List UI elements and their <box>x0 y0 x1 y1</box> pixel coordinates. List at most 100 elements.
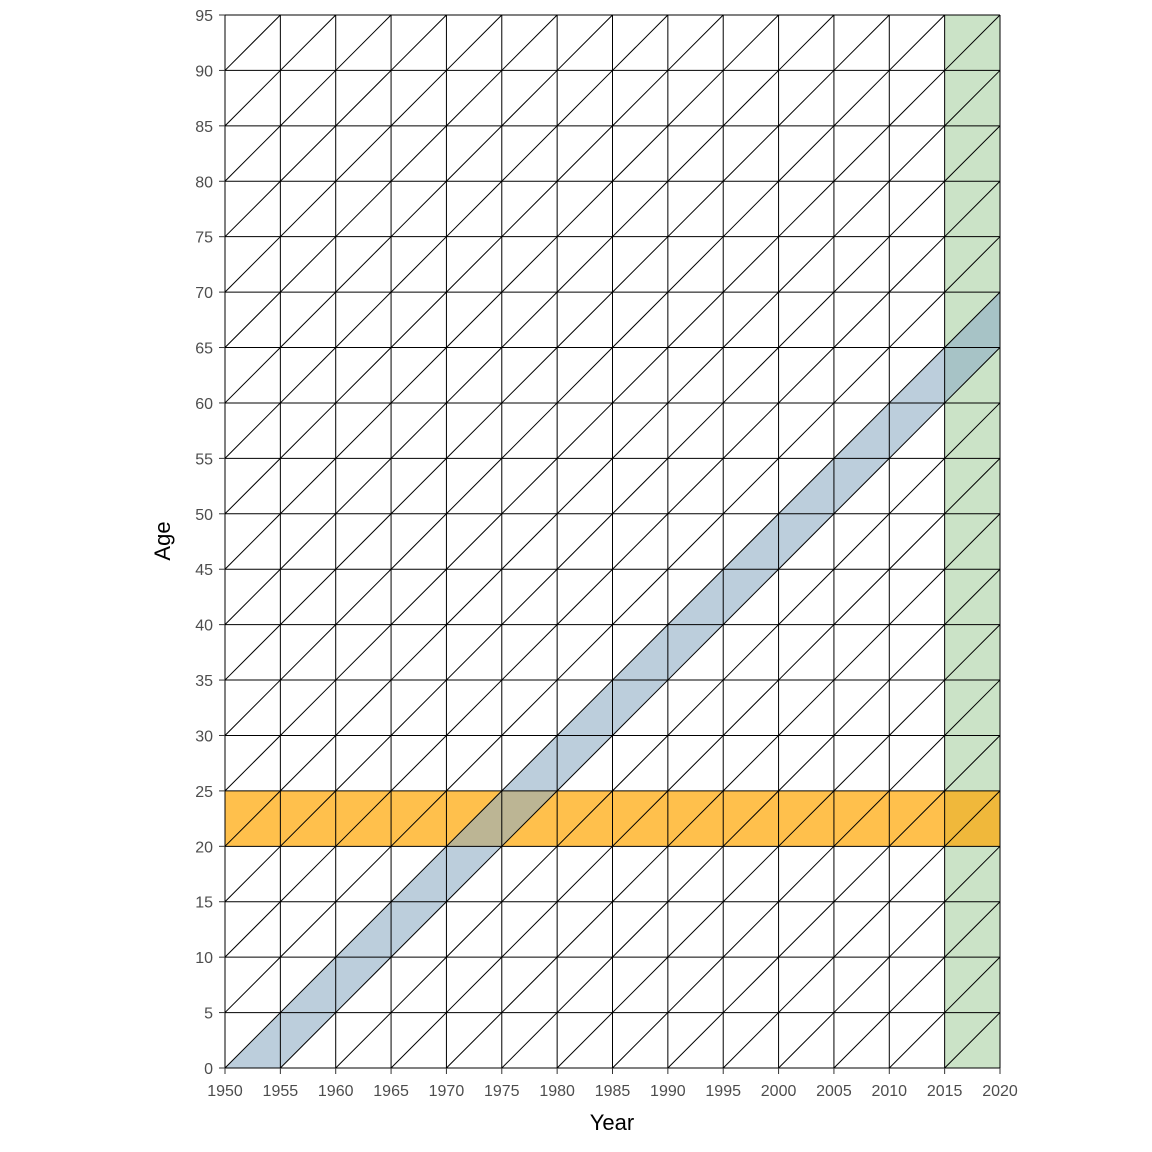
grid-diagonal-line <box>501 513 558 570</box>
grid-diagonal-line <box>280 402 337 459</box>
grid-diagonal-line <box>833 180 890 238</box>
grid-diagonal-line <box>335 70 392 127</box>
grid-diagonal-line <box>446 458 503 515</box>
grid-diagonal-line <box>888 568 945 625</box>
grid-diagonal-line <box>833 70 890 127</box>
y-tick-label: 65 <box>195 341 213 358</box>
grid-diagonal-line <box>224 790 281 847</box>
grid-diagonal-line <box>667 679 724 736</box>
grid-diagonal-line <box>390 125 447 182</box>
grid-diagonal-line <box>501 291 558 348</box>
grid-diagonal-line <box>556 236 613 293</box>
grid-diagonal-line <box>501 70 558 127</box>
y-tick-label: 5 <box>204 1006 213 1023</box>
grid-layer <box>224 14 1001 1069</box>
grid-diagonal-line <box>224 458 281 515</box>
grid-diagonal-line <box>501 956 558 1013</box>
grid-diagonal-line <box>556 14 613 71</box>
grid-diagonal-line <box>944 347 1001 404</box>
grid-diagonal-line <box>833 291 890 348</box>
grid-diagonal-line <box>667 790 724 847</box>
grid-diagonal-line <box>556 70 613 127</box>
grid-diagonal-line <box>612 790 669 847</box>
grid-diagonal-line <box>390 956 447 1013</box>
grid-diagonal-line <box>944 125 1001 182</box>
x-tick-label: 2000 <box>761 1083 797 1100</box>
grid-diagonal-line <box>224 125 281 182</box>
grid-diagonal-line <box>778 458 835 515</box>
grid-diagonal-line <box>335 956 392 1013</box>
grid-diagonal-line <box>833 735 890 792</box>
grid-diagonal-line <box>778 236 835 293</box>
grid-diagonal-line <box>556 1012 613 1069</box>
grid-diagonal-line <box>612 679 669 736</box>
grid-diagonal-line <box>778 901 835 958</box>
grid-diagonal-line <box>612 624 669 681</box>
grid-diagonal-line <box>501 568 558 625</box>
grid-diagonal-line <box>612 1012 669 1069</box>
grid-diagonal-line <box>446 291 503 348</box>
x-tick-label: 1975 <box>484 1083 520 1100</box>
grid-diagonal-line <box>778 291 835 348</box>
grid-diagonal-line <box>280 568 337 625</box>
x-tick-label: 1965 <box>373 1083 409 1100</box>
x-tick-label: 2005 <box>816 1083 852 1100</box>
grid-diagonal-line <box>778 1012 835 1069</box>
grid-diagonal-line <box>888 125 945 182</box>
grid-diagonal-line <box>722 901 779 958</box>
grid-diagonal-line <box>335 679 392 736</box>
y-tick-label: 30 <box>195 728 213 745</box>
grid-diagonal-line <box>224 956 281 1013</box>
grid-diagonal-line <box>944 845 1001 903</box>
grid-diagonal-line <box>778 735 835 792</box>
grid-diagonal-line <box>722 70 779 127</box>
x-tick-label: 1970 <box>429 1083 465 1100</box>
grid-diagonal-line <box>501 458 558 515</box>
grid-diagonal-line <box>722 845 779 903</box>
axes-layer: 1950 1955 1960 1965 1970 1975 1980 1985 1990 1995… <box>195 8 1018 1100</box>
grid-diagonal-line <box>944 956 1001 1013</box>
y-tick-label: 40 <box>195 618 213 635</box>
grid-diagonal-line <box>224 568 281 625</box>
grid-diagonal-line <box>833 236 890 293</box>
x-tick-label: 2010 <box>871 1083 907 1100</box>
grid-diagonal-line <box>722 624 779 681</box>
grid-diagonal-line <box>390 458 447 515</box>
y-tick-label: 95 <box>195 8 213 25</box>
grid-diagonal-line <box>446 180 503 238</box>
grid-diagonal-line <box>390 70 447 127</box>
grid-diagonal-line <box>888 347 945 404</box>
grid-diagonal-line <box>778 624 835 681</box>
grid-diagonal-line <box>556 845 613 903</box>
grid-diagonal-line <box>280 790 337 847</box>
grid-diagonal-line <box>556 347 613 404</box>
y-tick-label: 15 <box>195 895 213 912</box>
grid-diagonal-line <box>335 1012 392 1069</box>
grid-diagonal-line <box>280 513 337 570</box>
x-tick-label: 1990 <box>650 1083 686 1100</box>
grid-diagonal-line <box>722 790 779 847</box>
grid-diagonal-line <box>722 568 779 625</box>
grid-diagonal-line <box>612 458 669 515</box>
grid-diagonal-line <box>667 735 724 792</box>
grid-diagonal-line <box>778 790 835 847</box>
grid-diagonal-line <box>280 956 337 1013</box>
grid-diagonal-line <box>446 956 503 1013</box>
grid-diagonal-line <box>390 402 447 459</box>
grid-diagonal-line <box>390 1012 447 1069</box>
grid-diagonal-line <box>390 624 447 681</box>
grid-diagonal-line <box>833 956 890 1013</box>
grid-diagonal-line <box>224 402 281 459</box>
grid-diagonal-line <box>833 458 890 515</box>
grid-diagonal-line <box>280 180 337 238</box>
grid-diagonal-line <box>778 125 835 182</box>
grid-diagonal-line <box>722 956 779 1013</box>
y-tick-label: 35 <box>195 673 213 690</box>
grid-diagonal-line <box>446 790 503 847</box>
grid-diagonal-line <box>722 14 779 71</box>
grid-diagonal-line <box>390 291 447 348</box>
grid-diagonal-line <box>944 735 1001 792</box>
y-tick-label: 90 <box>195 63 213 80</box>
grid-diagonal-line <box>501 845 558 903</box>
